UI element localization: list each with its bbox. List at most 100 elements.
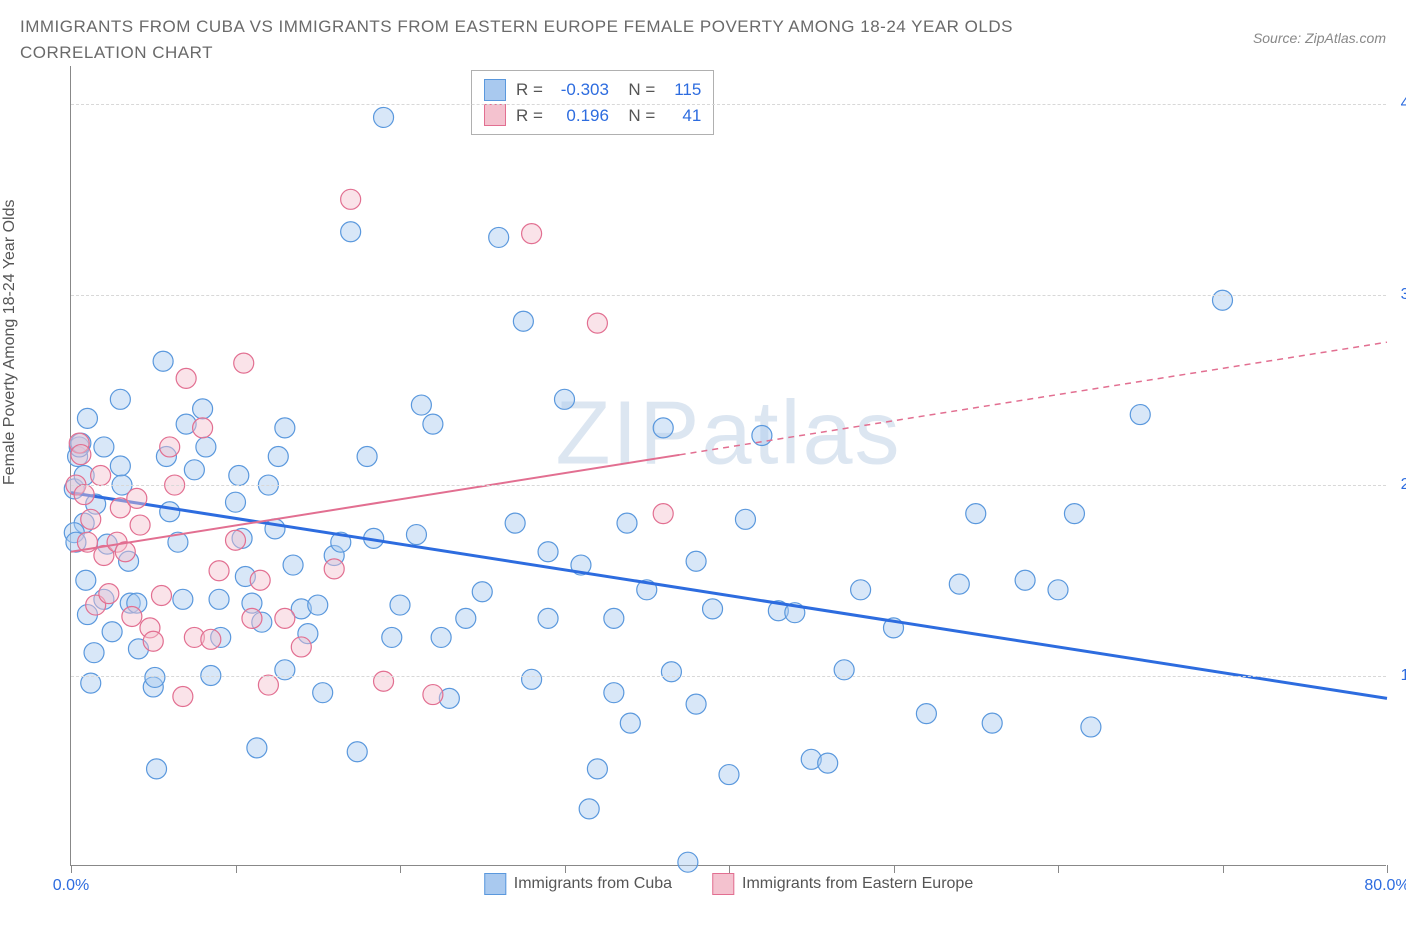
data-point	[324, 559, 344, 579]
data-point	[357, 446, 377, 466]
data-point	[94, 437, 114, 457]
plot-area: ZIPatlas R = -0.303 N = 115 R = 0.196 N …	[70, 66, 1386, 866]
gridline	[71, 676, 1386, 677]
data-point	[555, 389, 575, 409]
stats-row-cuba: R = -0.303 N = 115	[484, 77, 701, 103]
data-point	[382, 627, 402, 647]
data-point	[472, 582, 492, 602]
legend-swatch-ee	[712, 873, 734, 895]
data-point	[201, 629, 221, 649]
r-ee: 0.196	[553, 103, 609, 129]
x-tick	[236, 865, 237, 873]
data-point	[193, 399, 213, 419]
trend-line-dashed	[680, 342, 1387, 455]
data-point	[587, 759, 607, 779]
data-point	[184, 460, 204, 480]
chart-title: IMMIGRANTS FROM CUBA VS IMMIGRANTS FROM …	[20, 14, 1140, 65]
n-ee: 41	[665, 103, 701, 129]
data-point	[579, 799, 599, 819]
data-point	[110, 389, 130, 409]
data-point	[949, 574, 969, 594]
data-point	[916, 704, 936, 724]
data-point	[77, 408, 97, 428]
data-point	[522, 669, 542, 689]
swatch-cuba	[484, 79, 506, 101]
data-point	[456, 608, 476, 628]
data-point	[1130, 405, 1150, 425]
data-point	[390, 595, 410, 615]
data-point	[242, 608, 262, 628]
data-point	[226, 530, 246, 550]
data-point	[153, 351, 173, 371]
data-point	[374, 671, 394, 691]
n-cuba: 115	[665, 77, 701, 103]
data-point	[1015, 570, 1035, 590]
data-point	[275, 608, 295, 628]
x-tick	[400, 865, 401, 873]
data-point	[110, 456, 130, 476]
data-point	[347, 742, 367, 762]
y-tick-label: 30.0%	[1401, 286, 1406, 304]
data-point	[268, 446, 288, 466]
x-tick-label: 0.0%	[53, 877, 89, 895]
data-point	[538, 542, 558, 562]
data-point	[176, 368, 196, 388]
data-point	[661, 662, 681, 682]
data-point	[160, 437, 180, 457]
data-point	[818, 753, 838, 773]
data-point	[173, 686, 193, 706]
data-point	[84, 643, 104, 663]
data-point	[74, 485, 94, 505]
data-point	[538, 608, 558, 628]
data-point	[834, 660, 854, 680]
source-credit: Source: ZipAtlas.com	[1253, 30, 1386, 46]
y-tick-label: 10.0%	[1401, 667, 1406, 685]
bottom-legend: Immigrants from Cuba Immigrants from Eas…	[484, 873, 973, 895]
stats-row-ee: R = 0.196 N = 41	[484, 103, 701, 129]
data-point	[617, 513, 637, 533]
x-tick	[565, 865, 566, 873]
data-point	[147, 759, 167, 779]
y-tick-label: 20.0%	[1401, 476, 1406, 494]
data-point	[1064, 504, 1084, 524]
y-tick-label: 40.0%	[1401, 95, 1406, 113]
data-point	[851, 580, 871, 600]
data-point	[604, 608, 624, 628]
r-cuba: -0.303	[553, 77, 609, 103]
data-point	[151, 586, 171, 606]
data-point	[406, 525, 426, 545]
data-point	[234, 353, 254, 373]
data-point	[196, 437, 216, 457]
data-point	[587, 313, 607, 333]
data-point	[703, 599, 723, 619]
data-point	[275, 418, 295, 438]
data-point	[653, 418, 673, 438]
data-point	[411, 395, 431, 415]
legend-item-cuba: Immigrants from Cuba	[484, 873, 672, 895]
data-point	[505, 513, 525, 533]
data-point	[489, 227, 509, 247]
data-point	[522, 224, 542, 244]
data-point	[604, 683, 624, 703]
plot-svg	[71, 66, 1386, 865]
data-point	[160, 502, 180, 522]
x-tick	[1058, 865, 1059, 873]
chart-header: IMMIGRANTS FROM CUBA VS IMMIGRANTS FROM …	[0, 0, 1406, 69]
data-point	[966, 504, 986, 524]
gridline	[71, 485, 1386, 486]
data-point	[229, 466, 249, 486]
x-tick	[1223, 865, 1224, 873]
data-point	[291, 637, 311, 657]
data-point	[275, 660, 295, 680]
chart-container: Female Poverty Among 18-24 Year Olds ZIP…	[20, 66, 1386, 896]
gridline	[71, 104, 1386, 105]
data-point	[431, 627, 451, 647]
data-point	[247, 738, 267, 758]
x-tick	[71, 865, 72, 873]
swatch-ee	[484, 104, 506, 126]
x-tick	[729, 865, 730, 873]
data-point	[423, 414, 443, 434]
legend-swatch-cuba	[484, 873, 506, 895]
data-point	[127, 488, 147, 508]
data-point	[341, 189, 361, 209]
